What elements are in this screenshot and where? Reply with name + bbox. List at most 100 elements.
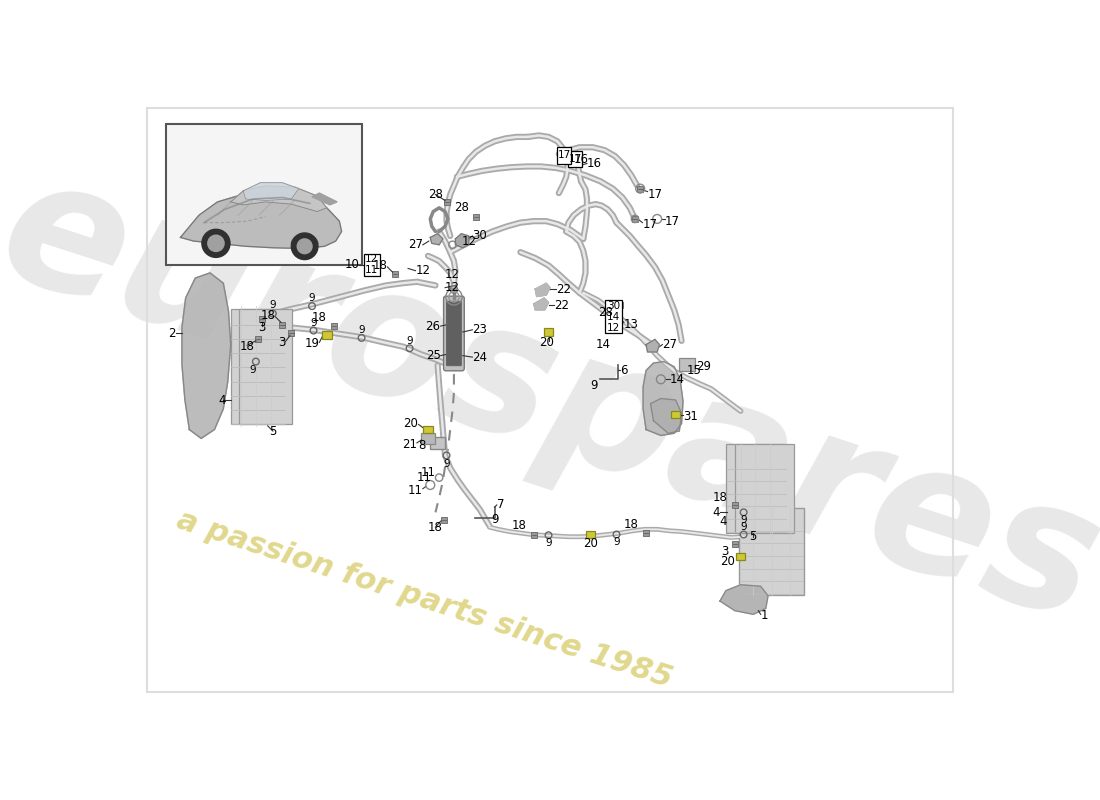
Text: 18: 18 — [240, 340, 254, 354]
Text: 16: 16 — [573, 153, 588, 166]
Bar — [166, 123, 362, 266]
Text: 11: 11 — [420, 466, 436, 479]
Bar — [231, 310, 285, 424]
Bar — [322, 331, 331, 338]
Text: 14: 14 — [607, 312, 620, 322]
Text: 25: 25 — [426, 349, 441, 362]
Polygon shape — [644, 362, 683, 435]
Text: 17: 17 — [558, 150, 571, 160]
Text: 12: 12 — [446, 268, 460, 281]
Text: 31: 31 — [683, 410, 697, 422]
Text: 20: 20 — [404, 417, 418, 430]
Text: 18: 18 — [312, 310, 327, 324]
Text: 30: 30 — [607, 301, 620, 310]
Text: 11: 11 — [408, 484, 422, 497]
Text: 17: 17 — [642, 218, 658, 230]
Text: 9: 9 — [740, 514, 747, 525]
Polygon shape — [646, 339, 659, 352]
Text: 4: 4 — [713, 506, 721, 519]
Text: 9: 9 — [250, 366, 256, 375]
Text: 13: 13 — [624, 318, 639, 331]
Text: 20: 20 — [719, 554, 735, 568]
Text: 10: 10 — [344, 258, 360, 271]
Text: 21: 21 — [402, 438, 417, 451]
Text: 9: 9 — [590, 378, 597, 392]
Text: 18: 18 — [713, 491, 727, 504]
Bar — [726, 444, 785, 533]
Text: 2: 2 — [168, 327, 176, 340]
Polygon shape — [312, 193, 338, 205]
Text: 14: 14 — [670, 373, 684, 386]
Text: 3: 3 — [278, 336, 285, 349]
Bar — [586, 531, 595, 538]
Text: 17: 17 — [664, 214, 680, 228]
Text: 9: 9 — [270, 301, 276, 310]
Text: 6: 6 — [620, 364, 628, 377]
Bar — [421, 433, 434, 444]
Circle shape — [202, 230, 230, 258]
Text: 7: 7 — [497, 498, 504, 511]
Text: 15: 15 — [686, 364, 702, 377]
Text: 18: 18 — [428, 521, 443, 534]
Bar — [735, 444, 794, 533]
Circle shape — [450, 286, 458, 294]
Polygon shape — [536, 283, 550, 297]
Text: 9: 9 — [443, 458, 450, 469]
Text: 9: 9 — [406, 336, 412, 346]
Polygon shape — [180, 191, 342, 249]
Bar — [364, 254, 380, 276]
Text: 4: 4 — [219, 394, 227, 406]
Text: 20: 20 — [539, 336, 553, 349]
Bar — [679, 358, 695, 371]
Text: 5: 5 — [270, 425, 276, 438]
Text: 3: 3 — [722, 545, 729, 558]
Text: 4: 4 — [719, 515, 727, 529]
Text: 18: 18 — [512, 519, 527, 532]
Text: 26: 26 — [426, 319, 441, 333]
Text: 9: 9 — [613, 537, 619, 547]
Text: 11: 11 — [365, 266, 378, 275]
Text: 12: 12 — [365, 254, 378, 264]
Polygon shape — [720, 585, 768, 614]
Text: 18: 18 — [373, 259, 387, 272]
Text: 19: 19 — [305, 338, 319, 350]
Text: 18: 18 — [261, 309, 275, 322]
Polygon shape — [534, 298, 549, 310]
Polygon shape — [650, 398, 682, 434]
Polygon shape — [243, 182, 299, 201]
Text: a passion for parts since 1985: a passion for parts since 1985 — [173, 506, 675, 694]
Text: 22: 22 — [553, 299, 569, 312]
Text: 12: 12 — [607, 323, 620, 333]
FancyBboxPatch shape — [443, 296, 464, 371]
Text: 18: 18 — [624, 518, 639, 530]
Text: 12: 12 — [446, 281, 460, 294]
Text: 11: 11 — [417, 471, 432, 484]
Bar — [671, 411, 680, 418]
Bar — [736, 553, 746, 560]
Circle shape — [292, 233, 318, 259]
Text: 17: 17 — [569, 154, 582, 164]
Text: 24: 24 — [472, 350, 487, 364]
Bar — [569, 151, 582, 167]
Text: 12: 12 — [461, 234, 476, 248]
Circle shape — [208, 235, 224, 251]
Text: 22: 22 — [556, 282, 571, 296]
Text: 28: 28 — [454, 202, 469, 214]
Bar — [605, 300, 621, 334]
FancyBboxPatch shape — [447, 302, 461, 366]
Text: 28: 28 — [598, 306, 613, 319]
Text: 28: 28 — [428, 188, 443, 201]
Text: 9: 9 — [546, 538, 552, 548]
Bar — [430, 437, 446, 449]
Text: 5: 5 — [749, 530, 757, 543]
Circle shape — [297, 239, 312, 254]
Bar — [558, 147, 571, 163]
Text: 27: 27 — [662, 338, 678, 351]
Bar — [424, 426, 433, 434]
Text: 20: 20 — [583, 537, 598, 550]
Text: 29: 29 — [696, 360, 712, 374]
Text: eurospares: eurospares — [0, 140, 1100, 660]
Text: 9: 9 — [359, 325, 365, 334]
Polygon shape — [430, 234, 443, 245]
Bar — [239, 310, 293, 424]
